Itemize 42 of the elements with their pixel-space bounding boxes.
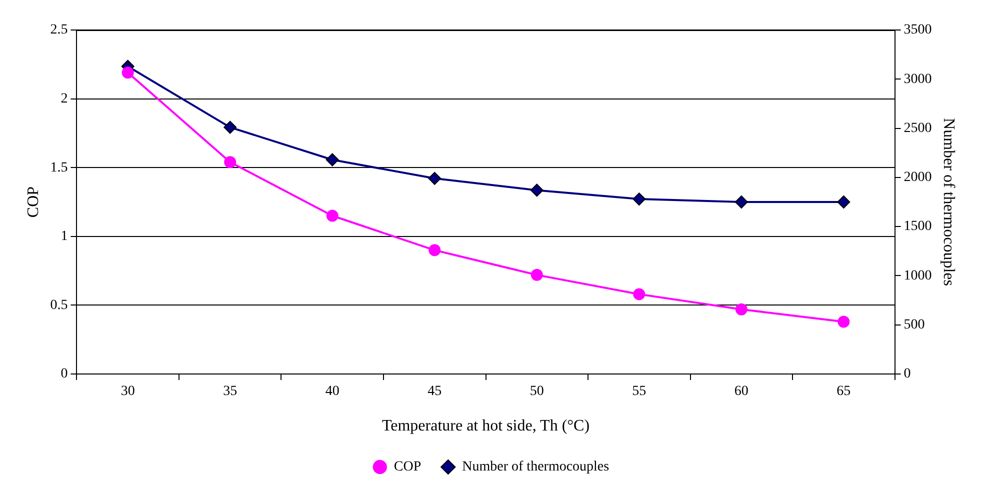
legend-label: Number of thermocouples xyxy=(462,460,610,475)
point xyxy=(633,288,646,300)
y2-tick-label: 500 xyxy=(904,318,925,333)
x-axis-title: Temperature at hot side, Th (°C) xyxy=(382,418,590,435)
point xyxy=(632,192,646,206)
x-tick-label: 40 xyxy=(325,384,340,400)
y-tick-label: 2.5 xyxy=(50,22,68,38)
point xyxy=(838,316,850,328)
y-tick-label: 0.5 xyxy=(50,298,68,313)
x-tick-label: 30 xyxy=(120,384,135,400)
y2-tick-label: 1500 xyxy=(904,219,932,234)
y-tick-label: 1.5 xyxy=(50,160,68,176)
point xyxy=(530,184,544,197)
point xyxy=(837,196,850,208)
y2-tick-label: 2500 xyxy=(904,120,932,136)
y-tick-label: 2 xyxy=(60,91,68,106)
point xyxy=(734,196,748,208)
x-tick-label: 65 xyxy=(836,384,851,400)
y2-tick-label: 2000 xyxy=(904,170,932,186)
y-tick-label: 1 xyxy=(60,229,68,244)
point xyxy=(122,66,134,79)
x-tick-label: 55 xyxy=(632,384,646,400)
x-tick-label: 35 xyxy=(223,384,238,400)
y-tick-label: 0 xyxy=(60,366,68,382)
y2-tick-label: 3000 xyxy=(904,72,932,87)
point xyxy=(428,172,442,185)
y2-tick-label: 0 xyxy=(904,366,911,382)
x-tick-label: 45 xyxy=(428,384,442,400)
point xyxy=(530,268,543,281)
point xyxy=(326,210,338,222)
y2-tick-label: 1000 xyxy=(904,268,932,284)
y2-tick-label: 3500 xyxy=(904,22,932,38)
legend-label: COP xyxy=(394,460,422,475)
point xyxy=(224,120,237,134)
y-axis-title: COP xyxy=(24,186,42,218)
y2-axis-title: Number of thermocouples xyxy=(940,118,958,286)
x-tick-label: 50 xyxy=(530,384,544,400)
x-tick-label: 60 xyxy=(734,384,748,400)
point xyxy=(326,153,339,166)
point xyxy=(428,244,441,256)
point xyxy=(735,303,748,316)
point xyxy=(224,156,236,168)
